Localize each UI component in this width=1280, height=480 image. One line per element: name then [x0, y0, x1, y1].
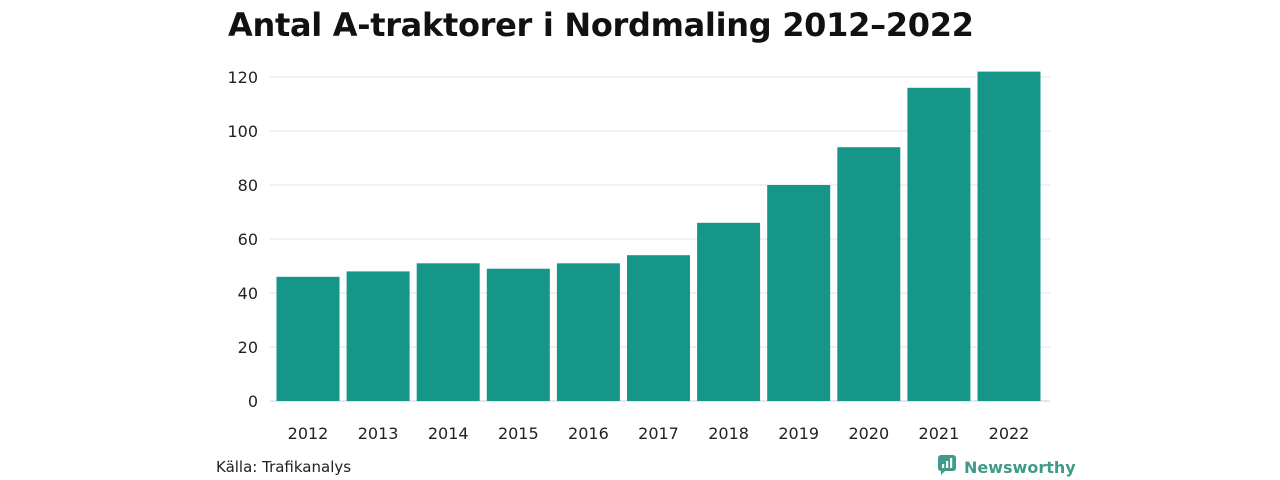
x-tick-label: 2019	[778, 424, 819, 443]
bar-2017	[627, 255, 690, 401]
y-axis-ticks: 0 20 40 60 80 100 120	[227, 68, 258, 411]
y-tick-label: 100	[227, 122, 258, 141]
source-note: Källa: Trafikanalys	[216, 458, 352, 476]
bar-2016	[556, 263, 620, 401]
x-tick-label: 2013	[358, 424, 399, 443]
bar-2015	[486, 268, 550, 401]
y-tick-label: 120	[227, 68, 258, 87]
y-tick-label: 0	[248, 392, 258, 411]
bar-2014	[416, 263, 480, 401]
bar-2012	[276, 276, 340, 401]
brand-logo[interactable]: Newsworthy	[938, 455, 1076, 479]
y-tick-label: 40	[238, 284, 258, 303]
y-tick-label: 60	[238, 230, 258, 249]
bar-2013	[346, 271, 410, 401]
x-axis-ticks: 2012 2013 2014 2015 2016 2017 2018 2019 2020 2021…	[288, 424, 1030, 443]
y-tick-label: 20	[238, 338, 258, 357]
x-tick-label: 2015	[498, 424, 539, 443]
brand-name: Newsworthy	[964, 457, 1076, 477]
bar-2018	[697, 222, 761, 401]
x-tick-label: 2012	[288, 424, 329, 443]
x-tick-label: 2016	[568, 424, 609, 443]
x-tick-label: 2018	[708, 424, 749, 443]
x-tick-label: 2017	[638, 424, 679, 443]
x-tick-label: 2014	[428, 424, 469, 443]
bar-2022	[977, 71, 1041, 401]
chart-title: Antal A-traktorer i Nordmaling 2012–2022	[228, 6, 974, 44]
bar-2020	[837, 147, 901, 401]
x-tick-label: 2020	[848, 424, 889, 443]
bar-2021	[907, 87, 971, 402]
bar-2019	[767, 185, 831, 401]
newsworthy-logo-icon	[938, 455, 958, 479]
x-tick-label: 2021	[919, 424, 960, 443]
y-tick-label: 80	[238, 176, 258, 195]
bars	[276, 71, 1041, 402]
x-tick-label: 2022	[989, 424, 1030, 443]
